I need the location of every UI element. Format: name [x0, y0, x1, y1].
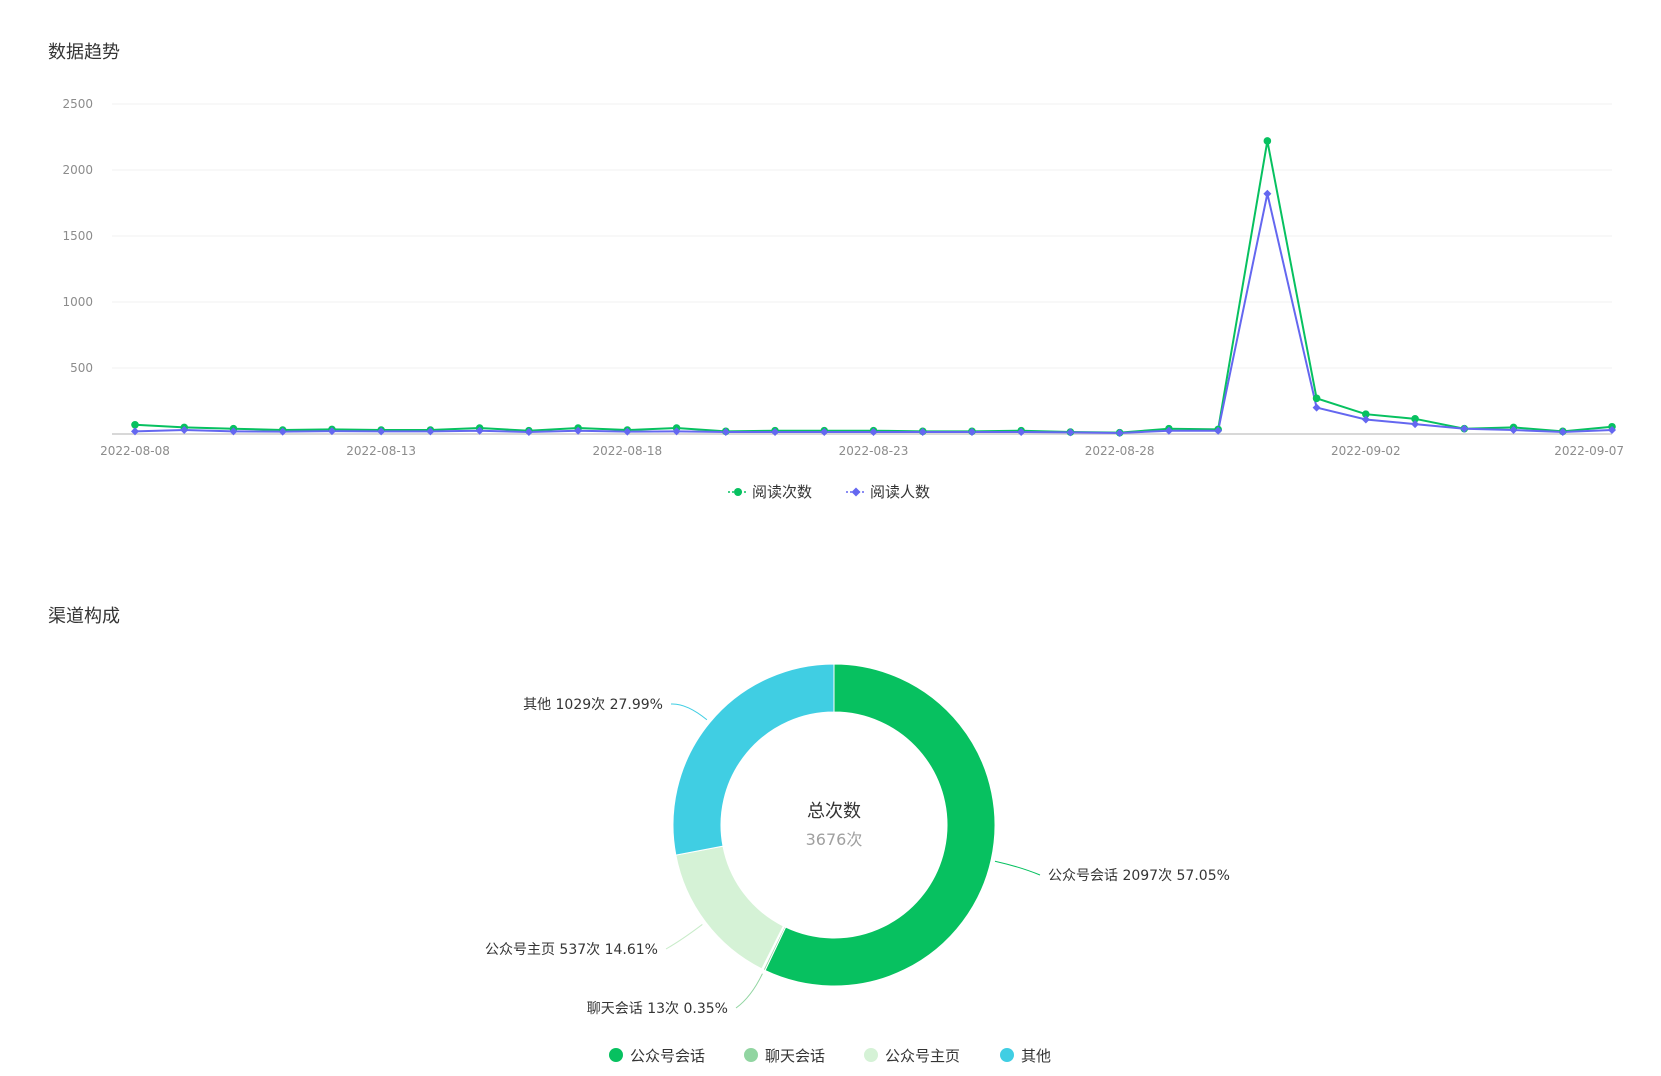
data-point[interactable] [426, 427, 435, 436]
data-point[interactable] [377, 427, 386, 436]
legend-label: 其他 [1021, 1047, 1051, 1065]
legend-marker [734, 488, 742, 496]
data-point[interactable] [1411, 415, 1419, 423]
legend-label: 聊天会话 [765, 1047, 825, 1065]
legend-item[interactable]: 阅读人数 [846, 483, 930, 501]
donut-slice[interactable] [675, 845, 785, 970]
data-point[interactable] [180, 426, 189, 435]
data-point[interactable] [1361, 415, 1370, 424]
data-point[interactable] [1411, 420, 1420, 429]
data-point[interactable] [1558, 428, 1567, 437]
data-point[interactable] [1263, 189, 1272, 198]
y-tick-label: 500 [70, 361, 93, 375]
donut-slice[interactable] [762, 925, 787, 972]
data-point[interactable] [131, 427, 139, 436]
data-point[interactable] [1115, 428, 1124, 437]
label-leader-line [665, 924, 703, 950]
data-point[interactable] [327, 427, 336, 436]
donut-center-title: 总次数 [807, 801, 861, 822]
data-point[interactable] [869, 428, 878, 437]
series-line [134, 140, 1613, 434]
x-tick-label: 2022-08-08 [100, 444, 170, 458]
data-point[interactable] [721, 428, 730, 437]
data-point[interactable] [229, 427, 238, 436]
trend-line-chart: 500 1000 1500 2000 2500 2022-08-08 2022-08-13… [62, 97, 1624, 501]
x-tick-label: 2022-08-13 [346, 444, 416, 458]
data-point[interactable] [1164, 426, 1173, 435]
y-tick-label: 1000 [62, 295, 93, 309]
series-line [134, 193, 1613, 434]
channel-section-title: 渠道构成 [48, 606, 120, 627]
channel-donut-chart: 公众号会话 2097次 57.05% 聊天会话 13次 0.35% 公众号主页 53… [485, 663, 1230, 1065]
data-point[interactable] [1509, 426, 1518, 435]
legend-marker [744, 1048, 758, 1062]
data-point[interactable] [475, 426, 484, 435]
data-point[interactable] [524, 428, 533, 437]
y-tick-label: 2000 [62, 163, 93, 177]
slice-label: 聊天会话 13次 0.35% [587, 1001, 728, 1017]
data-point[interactable] [918, 428, 927, 437]
x-tick-label: 2022-08-23 [839, 444, 909, 458]
data-point[interactable] [1312, 394, 1321, 403]
legend-marker [851, 487, 861, 497]
legend-item[interactable]: 阅读次数 [728, 483, 812, 501]
legend-item[interactable]: 公众号主页 [864, 1047, 960, 1065]
donut-slice[interactable] [672, 663, 835, 856]
legend-label: 阅读人数 [870, 483, 930, 501]
trend-section-title: 数据趋势 [48, 42, 120, 63]
label-leader-line [670, 703, 708, 721]
x-tick-label: 2022-09-02 [1331, 444, 1401, 458]
data-point[interactable] [1214, 426, 1223, 435]
data-point[interactable] [1362, 410, 1370, 419]
data-point[interactable] [1608, 426, 1616, 435]
label-leader-line [735, 973, 763, 1009]
legend-marker [609, 1048, 623, 1062]
x-tick-label: 2022-08-18 [592, 444, 662, 458]
data-point[interactable] [967, 428, 976, 437]
data-point[interactable] [1017, 428, 1026, 437]
legend-marker [864, 1048, 878, 1062]
legend-label: 阅读次数 [752, 483, 812, 501]
data-point[interactable] [1312, 403, 1321, 412]
legend-marker [1000, 1048, 1014, 1062]
y-tick-label: 2500 [62, 97, 93, 111]
data-point[interactable] [672, 427, 681, 436]
data-point[interactable] [1460, 424, 1469, 433]
donut-center-value: 3676次 [806, 830, 863, 849]
data-point[interactable] [574, 426, 583, 435]
label-leader-line [994, 860, 1041, 876]
data-point[interactable] [820, 428, 829, 437]
slice-label: 公众号主页 537次 14.61% [485, 942, 658, 958]
slice-label: 公众号会话 2097次 57.05% [1048, 868, 1230, 884]
data-point[interactable] [1263, 137, 1272, 145]
legend-label: 公众号主页 [885, 1047, 960, 1065]
x-tick-label: 2022-09-07 [1554, 444, 1624, 458]
legend-label: 公众号会话 [630, 1047, 705, 1065]
data-point[interactable] [1066, 428, 1075, 437]
data-point[interactable] [623, 427, 632, 436]
data-point[interactable] [278, 427, 287, 436]
y-tick-label: 1500 [62, 229, 93, 243]
legend-item[interactable]: 公众号会话 [609, 1047, 705, 1065]
data-point[interactable] [131, 420, 139, 429]
data-point[interactable] [771, 428, 780, 437]
x-tick-label: 2022-08-28 [1085, 444, 1155, 458]
legend-item[interactable]: 其他 [1000, 1047, 1051, 1065]
donut-slice[interactable] [764, 663, 996, 987]
legend-item[interactable]: 聊天会话 [744, 1047, 825, 1065]
slice-label: 其他 1029次 27.99% [523, 697, 663, 713]
